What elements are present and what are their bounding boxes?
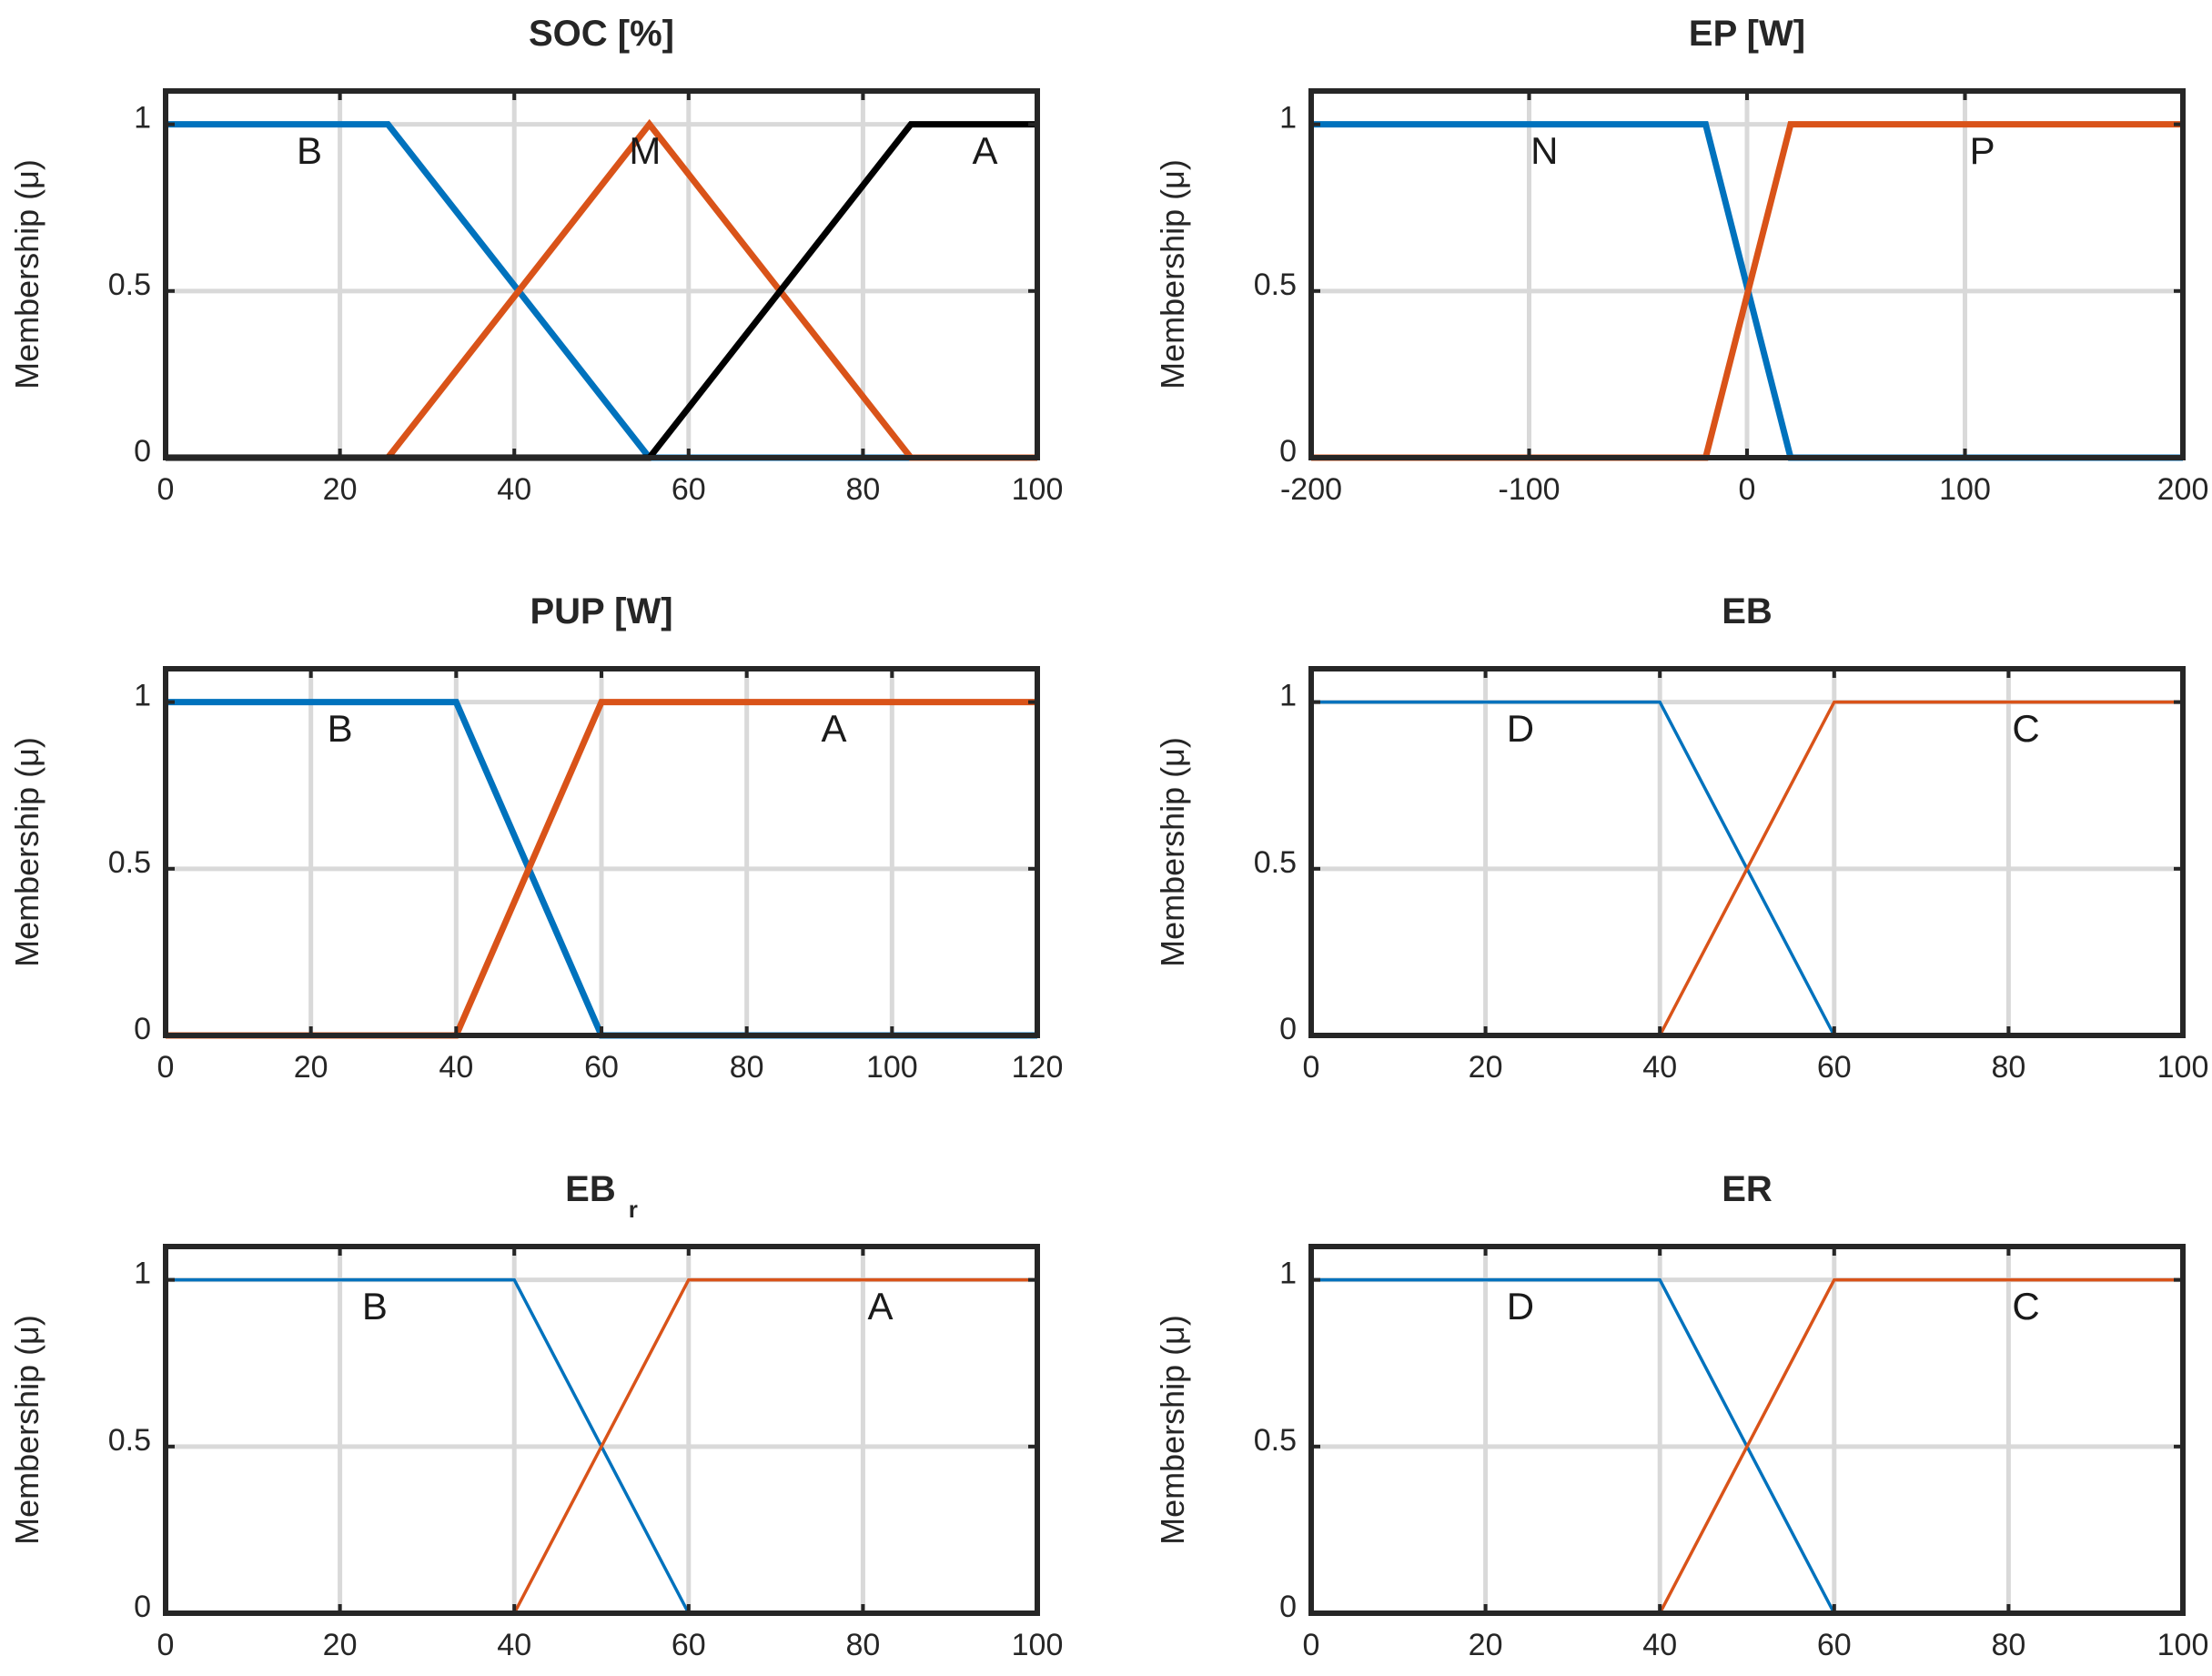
y-tick-label: 1 (1279, 1257, 1297, 1291)
y-tick-label: 0 (134, 1590, 151, 1624)
y-tick-label: 1 (134, 101, 151, 136)
y-axis-label: Membership (μ) (8, 159, 45, 389)
series-label: M (629, 129, 661, 172)
y-tick-label: 0.5 (108, 845, 151, 880)
chart-panel: N P -200 -100 0 100 200 0 0.5 1 Membership (μ) EP [… (1154, 14, 2208, 507)
x-tick-label: 20 (1469, 1628, 1503, 1662)
axes-frame (1308, 666, 2186, 1038)
x-tick-label: 0 (157, 472, 175, 507)
x-tick-label: 120 (1012, 1050, 1064, 1085)
x-tick-label: 0 (157, 1628, 175, 1662)
series-label: B (297, 129, 322, 172)
series-label: A (821, 707, 846, 750)
x-tick-label: 20 (323, 472, 358, 507)
series-label: N (1530, 129, 1558, 172)
y-tick-label: 0.5 (108, 268, 151, 302)
series-label: B (328, 707, 353, 750)
x-tick-label: 0 (1739, 472, 1756, 507)
y-tick-label: 0 (1279, 1590, 1297, 1624)
chart-title: EP [W] (1689, 14, 1805, 54)
x-tick-label: 40 (1642, 1050, 1677, 1085)
y-tick-label: 0.5 (1254, 268, 1297, 302)
x-tick-label: 80 (730, 1050, 764, 1085)
x-tick-label: 200 (2157, 472, 2209, 507)
y-tick-label: 1 (1279, 101, 1297, 136)
x-tick-label: 40 (497, 1628, 531, 1662)
y-axis-label: Membership (μ) (1154, 1315, 1191, 1545)
x-tick-label: 60 (584, 1050, 619, 1085)
x-tick-label: 40 (1642, 1628, 1677, 1662)
x-tick-label: 20 (1469, 1050, 1503, 1085)
axes-frame (1308, 1244, 2186, 1616)
x-tick-label: -100 (1498, 472, 1560, 507)
y-axis-label: Membership (μ) (8, 737, 45, 967)
chart-panel: B A 0 20 40 60 80 100 120 0 0.5 1 Membership (μ) PUP … (8, 591, 1063, 1085)
x-tick-label: 100 (1939, 472, 1991, 507)
x-tick-label: 0 (1303, 1628, 1320, 1662)
axes-frame (163, 88, 1040, 460)
y-tick-label: 0.5 (1254, 845, 1297, 880)
y-axis-label: Membership (μ) (8, 1315, 45, 1545)
chart-panel: D C 0 20 40 60 80 100 0 0.5 1 Membership (μ) ER (1154, 1169, 2208, 1662)
chart-title: EB (1722, 591, 1773, 631)
x-tick-label: 80 (1991, 1628, 2025, 1662)
y-tick-label: 0 (134, 434, 151, 469)
y-axis-label: Membership (μ) (1154, 737, 1191, 967)
x-tick-label: 60 (672, 472, 706, 507)
chart-panel: B A 0 20 40 60 80 100 0 0.5 1 Membership (μ) EB r (8, 1169, 1063, 1662)
y-tick-label: 1 (134, 679, 151, 713)
chart-title: PUP [W] (530, 591, 672, 631)
series-label: D (1507, 707, 1534, 750)
chart-title: SOC [%] (529, 14, 674, 54)
x-tick-label: 40 (497, 472, 531, 507)
series-label: P (1970, 129, 1995, 172)
x-tick-label: 0 (1303, 1050, 1320, 1085)
chart-title: ER (1722, 1169, 1773, 1209)
series-label: C (2012, 1285, 2039, 1328)
chart-title-subscript: r (629, 1196, 638, 1223)
x-tick-label: 60 (1817, 1628, 1852, 1662)
chart-panel: B M A 0 20 40 60 80 100 0 0.5 1 Membership (μ) SOC [%… (8, 14, 1063, 507)
x-tick-label: 100 (2157, 1628, 2209, 1662)
series-label: A (973, 129, 998, 172)
y-tick-label: 1 (134, 1257, 151, 1291)
y-tick-label: 1 (1279, 679, 1297, 713)
y-tick-label: 0.5 (108, 1423, 151, 1458)
x-tick-label: 20 (294, 1050, 328, 1085)
x-tick-label: 100 (1012, 472, 1064, 507)
x-tick-label: 40 (439, 1050, 473, 1085)
x-tick-label: 80 (1991, 1050, 2025, 1085)
series-label: C (2012, 707, 2039, 750)
x-tick-label: 80 (845, 472, 880, 507)
y-tick-label: 0 (1279, 1012, 1297, 1046)
y-tick-label: 0 (1279, 434, 1297, 469)
y-tick-label: 0.5 (1254, 1423, 1297, 1458)
y-tick-label: 0 (134, 1012, 151, 1046)
y-axis-label: Membership (μ) (1154, 159, 1191, 389)
axes-frame (163, 1244, 1040, 1616)
x-tick-label: 100 (1012, 1628, 1064, 1662)
x-tick-label: -200 (1280, 472, 1342, 507)
x-tick-label: 100 (866, 1050, 918, 1085)
chart-title: EB r (565, 1169, 638, 1223)
chart-panel: D C 0 20 40 60 80 100 0 0.5 1 Membership (μ) EB (1154, 591, 2208, 1085)
x-tick-label: 0 (157, 1050, 175, 1085)
x-tick-label: 20 (323, 1628, 358, 1662)
series-label: D (1507, 1285, 1534, 1328)
x-tick-label: 80 (845, 1628, 880, 1662)
x-tick-label: 60 (672, 1628, 706, 1662)
series-label: B (362, 1285, 388, 1328)
x-tick-label: 60 (1817, 1050, 1852, 1085)
x-tick-label: 100 (2157, 1050, 2209, 1085)
series-label: A (868, 1285, 894, 1328)
